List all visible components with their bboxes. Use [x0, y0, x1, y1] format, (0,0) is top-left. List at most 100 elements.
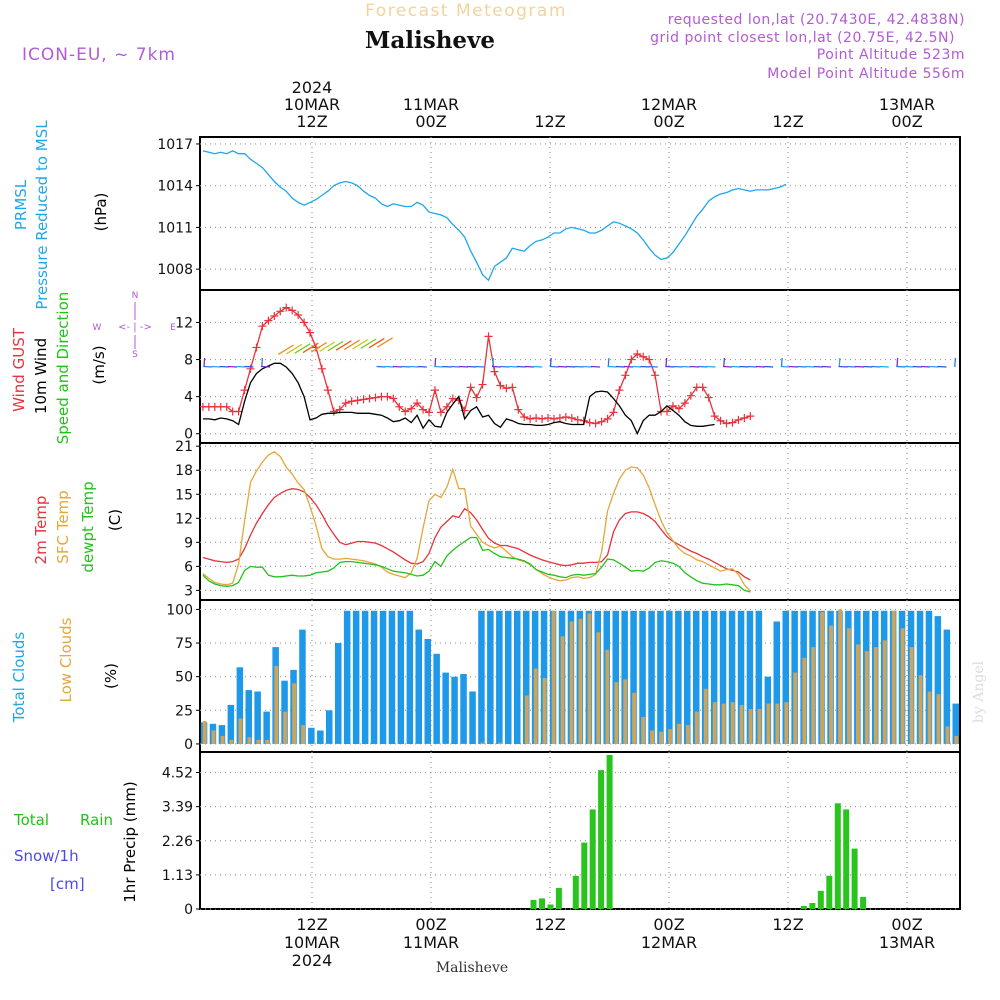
gust-marker — [264, 316, 273, 325]
gust-marker — [466, 383, 475, 392]
precip-rain-bar — [800, 906, 807, 909]
gust-marker — [680, 399, 689, 408]
clouds-total-bar — [925, 610, 933, 744]
clouds-total-bar — [648, 610, 655, 744]
clouds-low-bar — [283, 711, 288, 744]
pressure-plot — [202, 150, 787, 282]
clouds-low-bar — [685, 725, 690, 744]
gust-marker — [627, 355, 636, 364]
wind-arrow — [780, 357, 783, 368]
wind-arrow — [566, 365, 576, 368]
gust-marker — [294, 311, 303, 320]
clouds-low-bar — [954, 735, 959, 744]
precip-rain-bar — [834, 803, 841, 909]
precip-plot — [200, 755, 960, 909]
clouds-low-label: Low Clouds — [57, 617, 75, 702]
compass-s: S — [132, 350, 138, 360]
wind-arrow — [475, 365, 485, 368]
clouds-total-bar — [755, 610, 763, 744]
gust-marker — [419, 405, 428, 414]
clouds-low-bar — [614, 682, 619, 744]
gust-marker — [365, 394, 374, 403]
gust-marker — [668, 401, 677, 410]
clouds-total-bar — [630, 610, 637, 744]
clouds-low-bar — [811, 647, 816, 744]
clouds-low-bar — [873, 647, 878, 744]
wind-arrow — [260, 365, 271, 368]
top-time-label: 11MAR — [403, 95, 459, 114]
clouds-low-bar — [596, 632, 601, 744]
precip-rain-bar — [598, 770, 605, 909]
clouds-low-bar — [668, 729, 672, 744]
clouds-total-bar — [433, 653, 440, 744]
wind-arrow — [352, 339, 369, 350]
gust-marker — [270, 311, 279, 320]
clouds-low-bar — [775, 703, 780, 744]
top-time-label: 12Z — [534, 112, 565, 131]
clouds-total-bar — [737, 610, 745, 744]
clouds-total-bar — [478, 610, 485, 744]
clouds-ytick-label: 25 — [175, 703, 193, 719]
wind-arrow — [805, 365, 815, 368]
clouds-total-bar — [254, 691, 261, 744]
clouds-total-bar — [263, 711, 270, 744]
clouds-total-bar — [693, 610, 700, 744]
bottom-time-label: 12Z — [534, 915, 565, 934]
gust-marker — [728, 418, 737, 427]
temperature-ytick-label: 3 — [184, 583, 193, 599]
clouds-total-bar — [326, 710, 333, 744]
gust-marker — [740, 413, 749, 422]
wind-arrow — [376, 337, 393, 348]
snow-label: Snow/1h — [14, 847, 79, 865]
wind-10m-label: 10m Wind — [32, 338, 50, 414]
clouds-low-bar — [578, 618, 583, 744]
wind-arrow — [384, 365, 394, 368]
clouds-low-bar — [864, 651, 869, 744]
wind-arrow — [838, 365, 848, 368]
temperature-ytick-label: 21 — [175, 439, 193, 455]
wind-arrow — [302, 342, 319, 354]
gust-marker — [704, 393, 713, 402]
precip-unit: 1hr Precip (mm) — [121, 781, 139, 902]
clouds-low-bar — [202, 721, 207, 744]
temp-sfc-label: SFC Temp — [54, 490, 72, 563]
pressure-panel: 1008 1011 1014 1017 — [157, 136, 961, 291]
clouds-low-bar — [694, 711, 699, 744]
precip-rain-bar — [606, 755, 613, 909]
gust-marker — [561, 413, 570, 422]
clouds-low-bar — [900, 628, 905, 744]
pressure-frame — [199, 136, 961, 291]
bottom-time-label: 2024 — [292, 951, 333, 970]
compass-arrow: <- | -> — [118, 322, 152, 333]
clouds-total-bar — [299, 629, 306, 744]
precip-rain-bar — [539, 898, 545, 909]
clouds-total-bar — [540, 610, 548, 744]
wind-arrow — [937, 365, 947, 368]
compass-rose: N S W E <- | -> — [93, 291, 177, 360]
clouds-low-bar — [560, 636, 565, 744]
clouds-ytick-label: 0 — [184, 737, 193, 753]
clouds-low-bar — [274, 665, 279, 744]
wind-arrow — [244, 365, 254, 368]
clouds-total-bar — [370, 610, 378, 744]
clouds-total-bar — [505, 610, 512, 744]
clouds-ytick-label: 75 — [175, 636, 193, 652]
bottom-time-label: 00Z — [415, 915, 446, 934]
wind-arrow — [524, 365, 535, 368]
clouds-low-bar — [605, 649, 610, 744]
wind-arrow — [409, 365, 419, 368]
bottom-time-label: 12MAR — [641, 933, 697, 952]
clouds-low-bar — [533, 668, 538, 744]
top-time-label: 12Z — [296, 112, 327, 131]
gust-marker — [306, 328, 315, 337]
clouds-total-bar — [639, 610, 646, 744]
wind-arrow — [689, 365, 700, 368]
clouds-low-bar — [945, 726, 950, 744]
bottom-time-label: 00Z — [653, 915, 684, 934]
wind-arrow — [310, 342, 327, 353]
precip-rain-bar — [581, 842, 588, 909]
pressure-unit: (hPa) — [92, 193, 110, 232]
wind-arrow — [607, 357, 610, 368]
clouds-low-bar — [229, 739, 234, 744]
